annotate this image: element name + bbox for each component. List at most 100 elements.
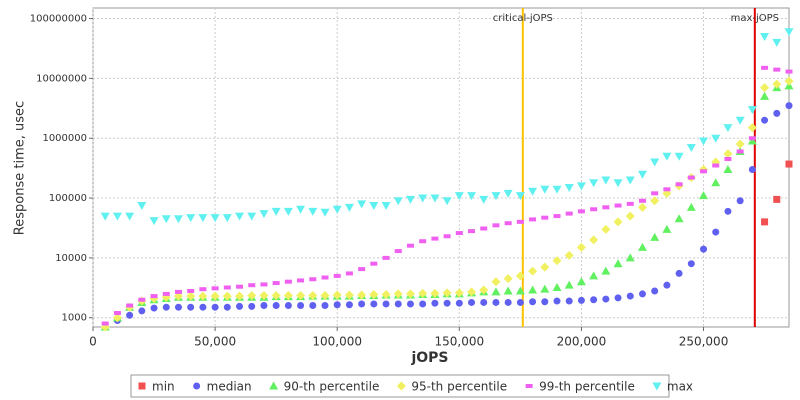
point — [358, 267, 366, 272]
point — [370, 261, 378, 266]
point — [601, 266, 611, 275]
point — [431, 299, 439, 307]
point — [186, 291, 196, 301]
point — [320, 291, 330, 301]
point — [637, 202, 647, 212]
point — [601, 176, 611, 185]
point — [724, 156, 732, 161]
y-tick-label: 10000000 — [36, 73, 87, 84]
point — [613, 179, 623, 188]
point — [332, 205, 342, 214]
point — [638, 290, 646, 298]
point — [381, 289, 391, 299]
point — [675, 182, 683, 187]
point — [468, 298, 476, 306]
point — [589, 235, 599, 245]
point — [735, 139, 745, 149]
point — [614, 294, 622, 302]
point — [625, 176, 635, 185]
point — [772, 79, 782, 89]
point — [492, 223, 500, 228]
point — [333, 273, 341, 278]
legend-label: 90-th percentile — [284, 380, 380, 394]
point — [565, 297, 573, 305]
point — [259, 291, 269, 301]
point — [112, 313, 122, 323]
point — [223, 303, 231, 311]
point — [284, 279, 292, 284]
point — [137, 202, 147, 211]
point — [552, 283, 562, 292]
point — [747, 106, 757, 115]
point — [187, 303, 195, 311]
point — [687, 260, 695, 268]
point — [394, 300, 402, 308]
point — [369, 289, 379, 299]
point — [248, 283, 256, 288]
point — [480, 226, 488, 231]
point — [443, 299, 451, 307]
point — [638, 198, 646, 203]
point — [662, 224, 672, 233]
point — [309, 277, 317, 282]
point — [198, 214, 208, 223]
point — [515, 271, 525, 281]
point — [187, 288, 195, 293]
point — [479, 285, 489, 295]
point — [442, 197, 452, 206]
point — [626, 201, 634, 206]
point — [589, 271, 599, 280]
point — [491, 287, 501, 296]
point — [516, 219, 524, 224]
x-tick-label: 0 — [89, 335, 97, 349]
point — [149, 217, 159, 226]
point — [126, 303, 134, 308]
point — [565, 211, 573, 216]
point — [272, 302, 280, 310]
point — [735, 116, 745, 125]
point — [125, 212, 135, 221]
point — [320, 208, 330, 217]
point — [480, 298, 488, 306]
point — [528, 187, 538, 196]
point — [138, 307, 146, 315]
point — [553, 214, 561, 219]
point — [393, 197, 403, 206]
point — [687, 175, 695, 180]
point — [674, 214, 684, 223]
point — [492, 298, 500, 306]
point — [126, 311, 134, 319]
point — [528, 285, 538, 294]
point — [259, 210, 269, 219]
x-axis-label: jOPS — [410, 350, 448, 366]
point — [700, 169, 708, 174]
point — [686, 143, 696, 152]
point — [271, 207, 281, 216]
point — [711, 178, 721, 187]
point — [723, 165, 733, 174]
point — [309, 302, 317, 310]
point — [784, 76, 794, 86]
point — [382, 255, 390, 260]
point — [345, 301, 353, 309]
point — [525, 384, 533, 388]
point — [552, 256, 562, 266]
point — [162, 303, 170, 311]
point — [248, 302, 256, 310]
point — [712, 163, 720, 168]
point — [576, 277, 586, 286]
point — [748, 136, 756, 141]
point — [199, 287, 207, 292]
y-tick-label: 10000 — [55, 253, 87, 264]
point — [308, 291, 318, 301]
legend-label: max — [667, 380, 693, 394]
point — [553, 297, 561, 305]
point — [699, 191, 709, 200]
point — [601, 224, 611, 234]
point — [418, 194, 428, 203]
point — [211, 286, 219, 291]
point — [174, 289, 182, 294]
point — [113, 310, 121, 315]
point — [223, 285, 231, 290]
point — [479, 195, 489, 204]
